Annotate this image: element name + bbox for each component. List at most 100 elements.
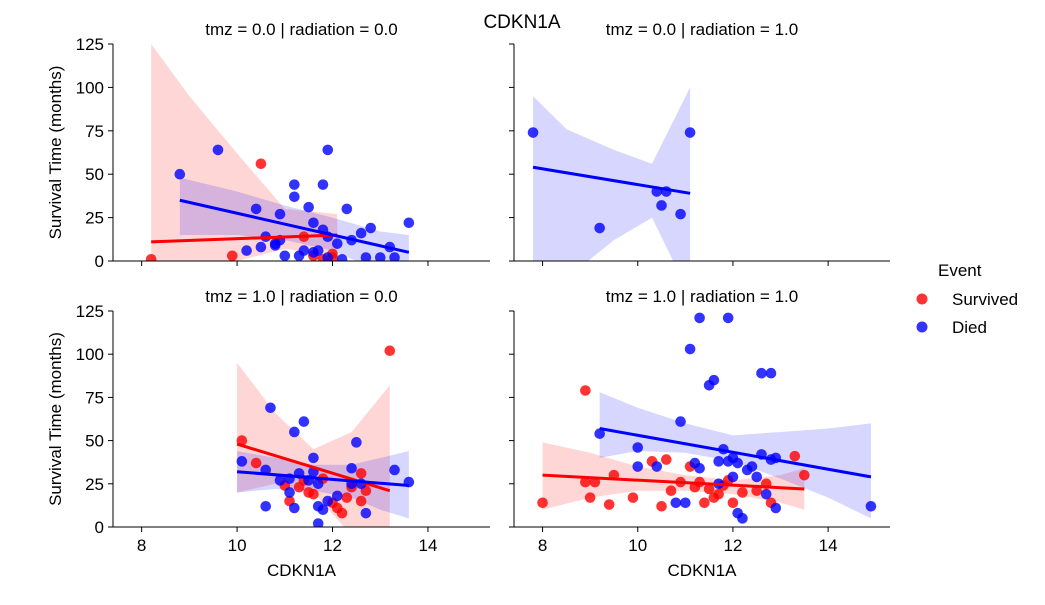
data-point-died (336, 253, 348, 261)
data-point-died (594, 222, 605, 234)
data-point-died (289, 191, 300, 203)
data-point-died (751, 471, 763, 483)
y-tick-label: 25 (85, 475, 104, 494)
legend-title: Event (938, 261, 982, 280)
data-point-died (312, 245, 324, 256)
data-point-died (289, 179, 300, 190)
data-point-survived (727, 497, 739, 509)
ci-band-survived (151, 44, 338, 261)
x-tick-label: 14 (819, 536, 838, 555)
x-tick-label: 10 (228, 536, 247, 555)
data-point-died (527, 127, 539, 138)
data-point-died (694, 462, 705, 474)
fit-line-died (236, 470, 409, 488)
fit-line-survived (542, 473, 805, 491)
x-tick-label: 12 (323, 536, 342, 555)
data-point-died (594, 428, 605, 439)
data-point-died (760, 488, 772, 500)
legend-marker-died (916, 321, 928, 333)
data-point-died (389, 464, 400, 476)
data-point-died (713, 456, 724, 467)
data-point-survived (537, 497, 548, 509)
figure-title: CDKN1A (483, 12, 560, 33)
y-tick-label: 75 (85, 388, 104, 407)
data-point-died (317, 179, 329, 190)
data-point-died (865, 500, 877, 512)
facet-panel-0: tmz = 0.0 | radiation = 0.0 0 25 50 75 100 125… (46, 20, 490, 271)
y-tick-label: 125 (76, 302, 104, 321)
data-point-died (274, 475, 286, 486)
data-point-died (317, 504, 329, 516)
facet-panel-1: tmz = 0.0 | radiation = 1.0 (509, 20, 890, 266)
data-point-died (289, 502, 300, 514)
data-point-died (284, 487, 295, 498)
data-point-survived (703, 483, 715, 495)
data-point-died (322, 252, 334, 261)
panels-layer: tmz = 0.0 | radiation = 0.00255075100125… (46, 20, 890, 580)
data-point-died (756, 367, 767, 379)
data-point-survived (227, 250, 238, 261)
plot-area (537, 312, 877, 524)
data-point-died (265, 402, 276, 414)
panel-title: tmz = 0.0 | radiation = 0.0 (205, 20, 397, 39)
data-point-survived (603, 499, 615, 510)
data-point-died (389, 252, 400, 261)
data-point-survived (789, 450, 801, 462)
data-point-died (727, 471, 739, 483)
plot-area (236, 345, 415, 527)
data-point-died (651, 461, 663, 472)
panel-title: tmz = 1.0 | radiation = 1.0 (606, 287, 798, 306)
data-point-died (360, 507, 372, 519)
y-tick-label: 50 (85, 432, 104, 451)
x-tick-label: 8 (137, 536, 146, 555)
plot-area (145, 44, 415, 261)
x-axis-label: CDKN1A (668, 561, 738, 580)
data-point-died (298, 416, 310, 427)
ci-band-died (533, 87, 691, 261)
data-point-died (746, 461, 758, 472)
data-point-died (694, 312, 705, 324)
y-tick-label: 125 (76, 35, 104, 54)
data-point-died (298, 245, 310, 256)
data-point-died (308, 452, 319, 464)
data-point-survived (713, 488, 724, 500)
data-point-survived (699, 497, 710, 509)
data-point-died (360, 252, 372, 261)
facet-panel-3: tmz = 1.0 | radiation = 1.0 8 10 12 14 CDKN1A (509, 287, 890, 580)
y-tick-label: 50 (85, 165, 104, 184)
data-point-survived (661, 454, 672, 465)
data-point-survived (580, 476, 591, 488)
fit-line-died (179, 198, 410, 254)
data-point-died (632, 461, 644, 472)
data-point-died (308, 217, 319, 229)
data-point-died (737, 513, 748, 524)
data-point-died (303, 201, 314, 213)
data-point-died (656, 200, 667, 211)
data-point-died (722, 312, 734, 324)
data-point-died (212, 144, 224, 156)
data-point-died (346, 462, 357, 474)
fit-line-survived (151, 233, 338, 244)
data-point-died (632, 442, 644, 453)
y-tick-label: 0 (95, 518, 104, 537)
x-tick-label: 8 (538, 536, 547, 555)
data-point-died (260, 500, 272, 512)
data-point-died (684, 343, 696, 355)
data-point-died (374, 252, 386, 261)
legend-marker-survived (916, 293, 928, 305)
panel-title: tmz = 0.0 | radiation = 1.0 (606, 20, 798, 39)
data-point-died (732, 457, 743, 469)
data-point-died (355, 227, 367, 239)
y-axis-label: Survival Time (months) (46, 66, 65, 240)
data-point-died (670, 497, 682, 509)
legend-label-died: Died (952, 318, 987, 337)
panel-title: tmz = 1.0 | radiation = 0.0 (205, 287, 397, 306)
data-point-died (322, 144, 334, 156)
data-point-died (351, 437, 362, 448)
data-point-survived (799, 469, 810, 481)
data-point-survived (145, 253, 157, 261)
data-point-survived (656, 500, 667, 512)
data-point-died (241, 245, 252, 256)
